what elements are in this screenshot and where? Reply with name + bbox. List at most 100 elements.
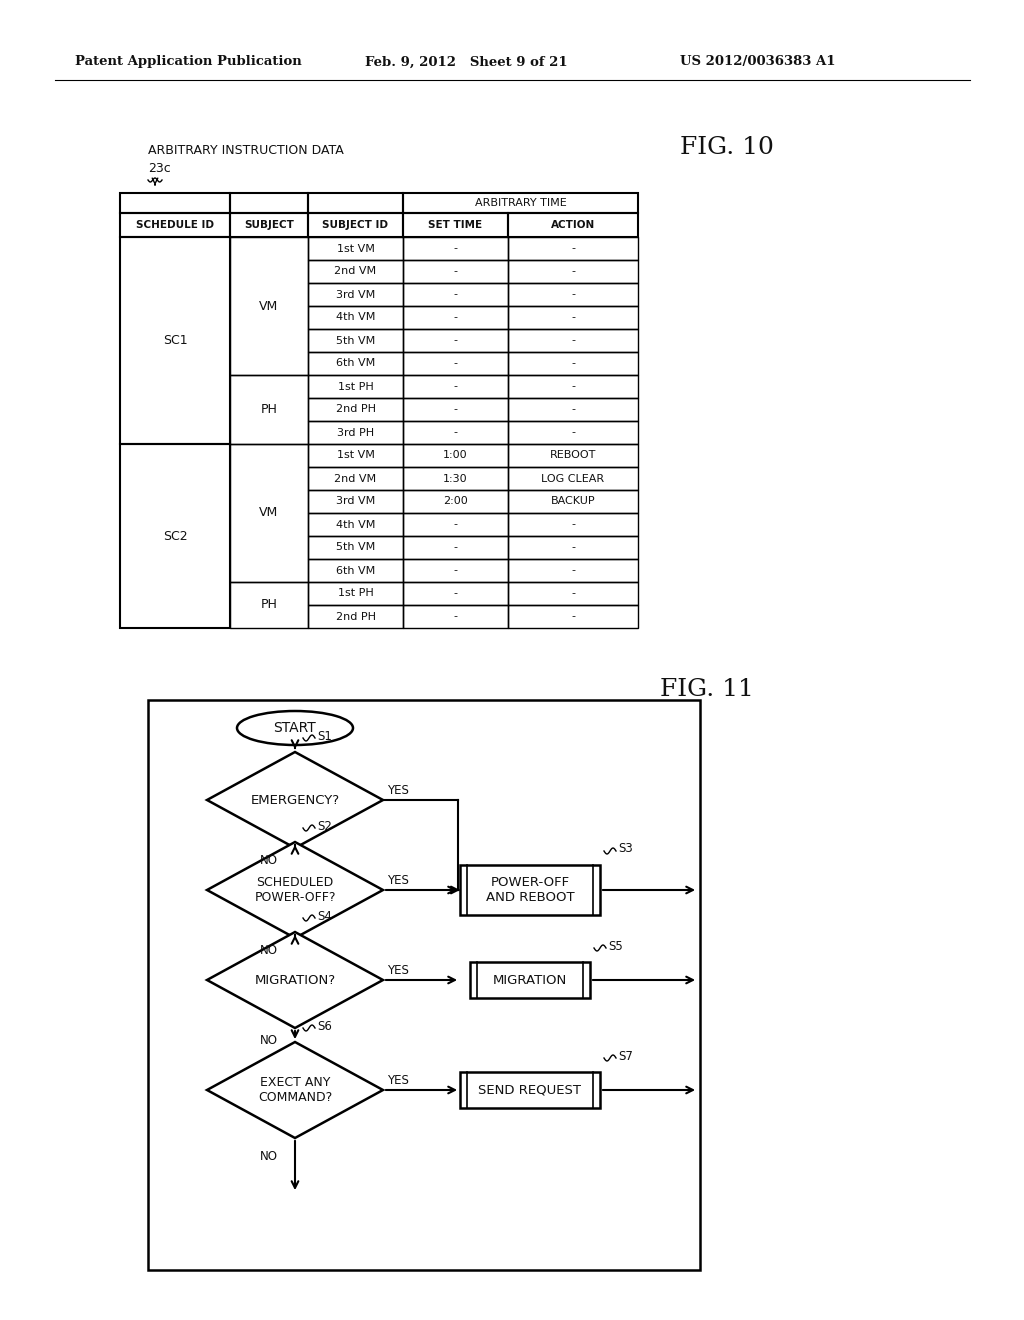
Bar — [403, 238, 508, 260]
Text: -: - — [571, 381, 575, 392]
Text: -: - — [571, 335, 575, 346]
Text: S7: S7 — [618, 1049, 633, 1063]
Bar — [508, 238, 638, 260]
Bar — [308, 467, 403, 490]
Text: -: - — [454, 543, 458, 553]
Bar — [308, 213, 403, 238]
Text: NO: NO — [260, 944, 278, 957]
Bar — [460, 1072, 600, 1107]
Bar — [508, 329, 638, 352]
Bar — [508, 421, 638, 444]
Text: MIGRATION: MIGRATION — [493, 974, 567, 986]
Bar — [308, 536, 403, 558]
Text: -: - — [571, 543, 575, 553]
Text: S5: S5 — [608, 940, 623, 953]
Text: 2nd PH: 2nd PH — [336, 404, 376, 414]
Bar — [308, 399, 403, 421]
Text: YES: YES — [387, 874, 409, 887]
Text: 1st VM: 1st VM — [337, 243, 375, 253]
Text: BACKUP: BACKUP — [551, 496, 595, 507]
Text: 5th VM: 5th VM — [336, 335, 375, 346]
Text: 5th VM: 5th VM — [336, 543, 375, 553]
Text: REBOOT: REBOOT — [550, 450, 596, 461]
Text: -: - — [454, 520, 458, 529]
Bar — [403, 513, 508, 536]
Bar — [508, 306, 638, 329]
Text: SET TIME: SET TIME — [428, 220, 482, 230]
Text: -: - — [571, 589, 575, 598]
Bar — [308, 421, 403, 444]
Text: 3rd VM: 3rd VM — [336, 496, 375, 507]
Bar — [508, 536, 638, 558]
Text: LOG CLEAR: LOG CLEAR — [542, 474, 604, 483]
Text: YES: YES — [387, 964, 409, 977]
Text: 3rd PH: 3rd PH — [337, 428, 374, 437]
Text: S4: S4 — [317, 909, 332, 923]
Bar — [308, 375, 403, 399]
Text: 1st PH: 1st PH — [338, 381, 374, 392]
Text: SUBJECT: SUBJECT — [244, 220, 294, 230]
Bar — [308, 238, 403, 260]
Text: POWER-OFF
AND REBOOT: POWER-OFF AND REBOOT — [485, 876, 574, 904]
Bar — [403, 329, 508, 352]
Bar — [403, 536, 508, 558]
Text: ARBITRARY INSTRUCTION DATA: ARBITRARY INSTRUCTION DATA — [148, 144, 344, 157]
Bar — [308, 513, 403, 536]
Text: EXECT ANY
COMMAND?: EXECT ANY COMMAND? — [258, 1076, 332, 1104]
Bar — [508, 444, 638, 467]
Bar — [403, 558, 508, 582]
Text: MIGRATION?: MIGRATION? — [254, 974, 336, 986]
Text: NO: NO — [260, 1034, 278, 1047]
Bar — [308, 605, 403, 628]
Text: YES: YES — [387, 784, 409, 796]
Polygon shape — [207, 752, 383, 847]
Bar — [403, 260, 508, 282]
Text: 1:00: 1:00 — [443, 450, 468, 461]
Text: S2: S2 — [317, 820, 332, 833]
Bar — [508, 399, 638, 421]
Bar — [308, 444, 403, 467]
Polygon shape — [207, 932, 383, 1028]
Text: NO: NO — [260, 854, 278, 866]
Text: -: - — [454, 359, 458, 368]
Text: START: START — [273, 721, 316, 735]
Text: SUBJECT ID: SUBJECT ID — [323, 220, 388, 230]
Text: 2nd VM: 2nd VM — [335, 474, 377, 483]
Bar — [308, 329, 403, 352]
Text: 1:30: 1:30 — [443, 474, 468, 483]
Text: VM: VM — [259, 507, 279, 520]
Bar — [403, 467, 508, 490]
Text: SC1: SC1 — [163, 334, 187, 347]
Polygon shape — [207, 1041, 383, 1138]
Bar — [508, 352, 638, 375]
Text: 1st VM: 1st VM — [337, 450, 375, 461]
Bar — [230, 193, 308, 213]
Text: -: - — [571, 289, 575, 300]
Bar — [120, 213, 230, 238]
Text: -: - — [571, 428, 575, 437]
Text: -: - — [571, 313, 575, 322]
Bar — [120, 238, 230, 444]
Text: SEND REQUEST: SEND REQUEST — [478, 1084, 582, 1097]
Bar — [308, 352, 403, 375]
Bar — [403, 582, 508, 605]
Bar — [230, 213, 308, 238]
Text: VM: VM — [259, 300, 279, 313]
Bar — [403, 282, 508, 306]
Text: -: - — [454, 611, 458, 622]
Text: -: - — [454, 428, 458, 437]
Bar — [508, 582, 638, 605]
Bar — [230, 444, 308, 582]
Text: -: - — [571, 520, 575, 529]
Bar — [308, 193, 403, 213]
Bar — [508, 558, 638, 582]
Text: ARBITRARY TIME: ARBITRARY TIME — [475, 198, 566, 209]
Ellipse shape — [237, 711, 353, 744]
Text: -: - — [571, 404, 575, 414]
Text: 2:00: 2:00 — [443, 496, 468, 507]
Text: -: - — [454, 243, 458, 253]
Text: -: - — [454, 267, 458, 276]
Bar — [230, 238, 308, 375]
Bar — [308, 490, 403, 513]
Bar — [403, 421, 508, 444]
